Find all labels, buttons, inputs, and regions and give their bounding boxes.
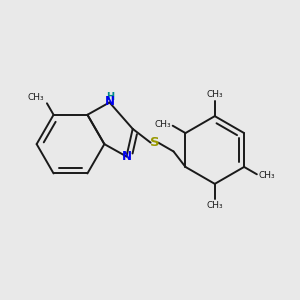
Text: N: N <box>122 150 132 163</box>
Text: S: S <box>150 136 159 149</box>
Text: CH₃: CH₃ <box>206 201 223 210</box>
Text: CH₃: CH₃ <box>28 93 45 102</box>
Text: CH₃: CH₃ <box>206 90 223 99</box>
Text: H: H <box>106 92 114 102</box>
Text: CH₃: CH₃ <box>259 171 275 180</box>
Text: CH₃: CH₃ <box>154 120 171 129</box>
Text: N: N <box>105 95 115 108</box>
